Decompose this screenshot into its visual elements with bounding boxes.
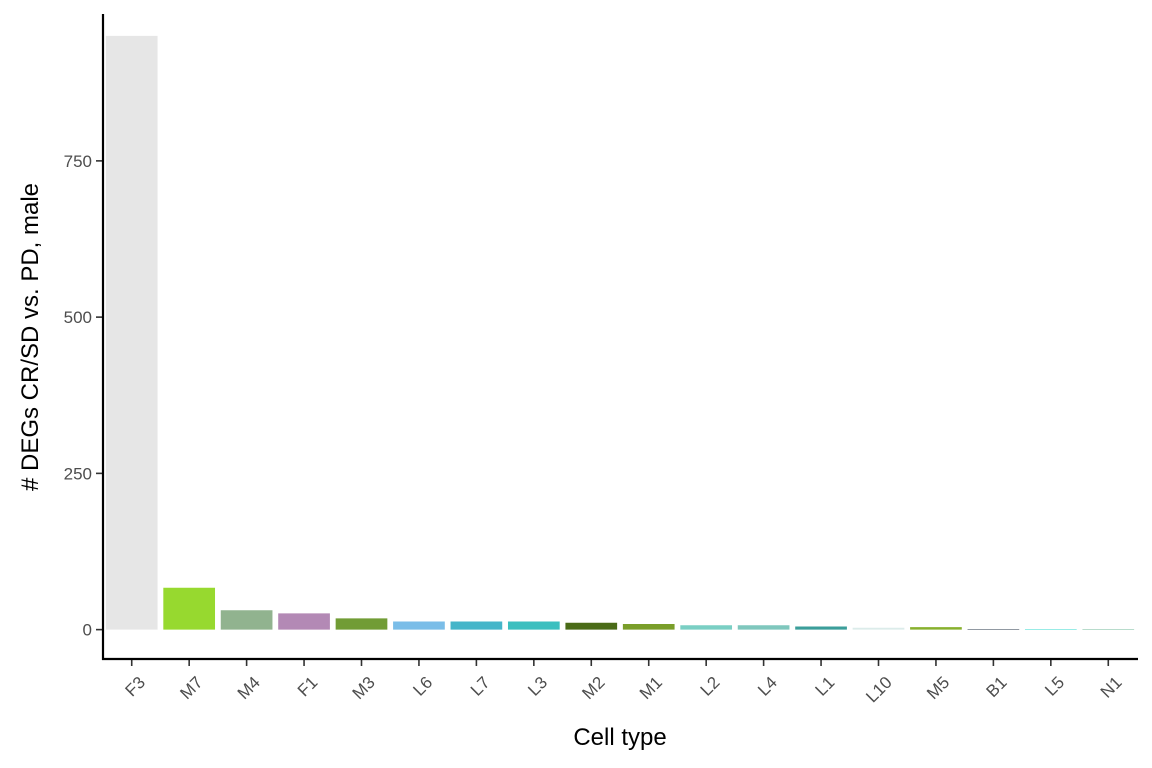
- y-tick-label: 500: [64, 308, 92, 327]
- x-tick-label: F1: [294, 673, 321, 700]
- bar-m4: [220, 610, 273, 630]
- bar-l1: [795, 626, 847, 630]
- x-tick-label: L10: [862, 673, 895, 706]
- y-tick-label: 0: [83, 621, 92, 640]
- bar-l10: [852, 627, 905, 630]
- x-tick-label: L3: [524, 673, 551, 700]
- bar-b1: [967, 629, 1020, 630]
- x-tick-label: L2: [697, 673, 724, 700]
- x-axis-title: Cell type: [573, 724, 666, 751]
- x-tick-label: F3: [122, 673, 149, 700]
- bar-f3: [105, 35, 158, 630]
- x-tick-label: M4: [234, 673, 264, 703]
- bar-n1: [1082, 629, 1135, 630]
- y-tick-label: 250: [64, 464, 92, 483]
- x-tick-label: L7: [467, 673, 494, 700]
- y-axis-title: # DEGs CR/SD vs. PD, male: [17, 183, 44, 491]
- bars-group: [105, 35, 1135, 630]
- bar-l6: [393, 621, 445, 630]
- bar-l4: [737, 625, 790, 630]
- x-tick-label: L4: [754, 673, 781, 700]
- x-tick-label: B1: [983, 673, 1011, 701]
- bar-l3: [507, 621, 560, 630]
- bar-m2: [565, 622, 618, 630]
- x-tick-label: M7: [176, 673, 206, 703]
- bar-m3: [335, 618, 388, 630]
- x-tick-label: M2: [578, 673, 608, 703]
- x-tick-label: M1: [636, 673, 666, 703]
- x-tick-label: L5: [1041, 673, 1068, 700]
- x-tick-label: L6: [409, 673, 436, 700]
- x-axis-ticks: F3 M7 M4 F1 M3 L6 L7 L3 M2 M1 L2 L4 L1 L10 M5 B1 L5 N1: [122, 659, 1126, 706]
- bar-l5: [1024, 629, 1077, 630]
- bar-m5: [910, 627, 962, 630]
- bar-m7: [163, 587, 216, 630]
- y-tick-label: 750: [64, 152, 92, 171]
- y-axis-ticks: 0 250 500 750: [64, 152, 103, 640]
- x-tick-label: L1: [812, 673, 839, 700]
- bar-l7: [450, 621, 503, 630]
- x-tick-label: M3: [349, 673, 379, 703]
- bar-f1: [278, 613, 330, 630]
- x-tick-label: M5: [923, 673, 953, 703]
- x-tick-label: N1: [1097, 673, 1126, 702]
- bar-l2: [680, 625, 733, 630]
- bar-m1: [622, 624, 675, 630]
